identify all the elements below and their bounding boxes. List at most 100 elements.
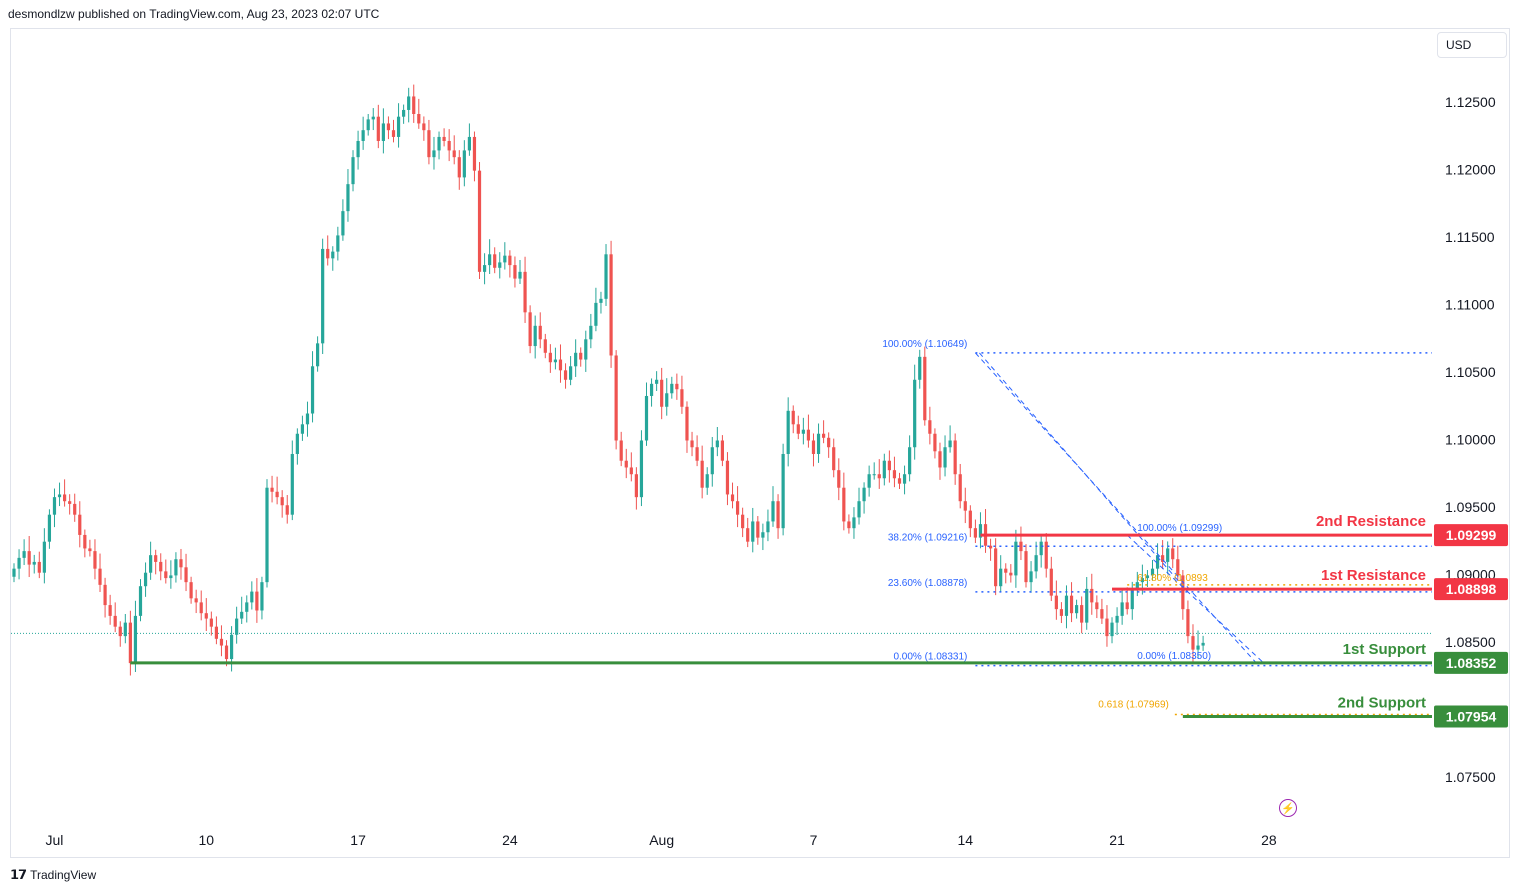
candle-body — [1009, 572, 1013, 576]
candle-body — [1044, 541, 1048, 569]
y-tick-label: 1.10500 — [1445, 364, 1496, 380]
candle-body — [442, 136, 446, 141]
candle-body — [857, 501, 861, 518]
candle-body — [882, 460, 886, 479]
candle-body — [154, 555, 158, 562]
candle-body — [523, 271, 527, 313]
candle-body — [908, 447, 912, 475]
publish-info: desmondlzw published on TradingView.com,… — [8, 7, 380, 21]
candle-body — [300, 424, 305, 434]
candle-body — [346, 184, 350, 212]
candle-body — [22, 551, 26, 558]
candle-body — [214, 626, 218, 639]
x-tick-label: 24 — [502, 832, 518, 848]
candle-body — [1059, 609, 1064, 616]
candle-body — [52, 497, 57, 515]
candle-body — [1140, 578, 1144, 583]
candle-body — [1039, 541, 1043, 556]
candle-body — [68, 501, 72, 504]
candle-body — [629, 467, 633, 475]
candle-body — [892, 470, 897, 479]
candle-body — [47, 514, 52, 542]
candle-body — [655, 379, 659, 384]
candle-body — [159, 561, 163, 572]
lightning-icon[interactable]: ⚡ — [1279, 799, 1297, 817]
x-tick-label: Aug — [649, 832, 674, 848]
candle-body — [17, 557, 21, 569]
candle-body — [407, 96, 411, 110]
candle-body — [503, 255, 507, 263]
candle-body — [720, 440, 724, 461]
candle-body — [938, 451, 942, 468]
candle-body — [574, 352, 578, 367]
y-tick-label: 1.11500 — [1445, 229, 1495, 245]
candle-body — [953, 440, 957, 475]
candle-body — [948, 440, 952, 448]
chart-frame[interactable] — [10, 28, 1510, 858]
y-tick-label: 1.07500 — [1445, 769, 1496, 785]
candle-body — [872, 474, 876, 476]
candle-body — [837, 470, 841, 488]
candle-body — [493, 254, 497, 268]
candle-body — [381, 123, 385, 141]
candle-body — [1064, 595, 1069, 616]
fib-level-label: 100.00% (1.10649) — [882, 339, 967, 350]
fib-level-label: 0.00% (1.08331) — [893, 652, 967, 663]
candle-body — [447, 140, 451, 151]
candle-body — [78, 514, 82, 535]
candle-body — [123, 622, 127, 637]
candle-body — [88, 548, 92, 552]
fib-trend-line — [979, 352, 1189, 593]
candle-body — [255, 591, 259, 611]
candle-body — [715, 440, 719, 448]
candle-body — [245, 602, 249, 612]
footer-brand[interactable]: 𝟭𝟳 TradingView — [10, 867, 96, 883]
candle-body — [963, 501, 967, 511]
candle-body — [751, 521, 755, 542]
candle-body — [376, 116, 380, 141]
candle-body — [665, 393, 669, 407]
candle-body — [579, 352, 583, 360]
candle-body — [867, 474, 871, 488]
candle-body — [1110, 622, 1114, 637]
candle-body — [32, 561, 36, 565]
candle-body — [569, 366, 573, 380]
candle-body — [1135, 582, 1139, 589]
candle-body — [725, 460, 730, 495]
candle-body — [513, 265, 517, 279]
candle-body — [310, 366, 315, 414]
candle-body — [27, 551, 31, 565]
footer-brand-label: TradingView — [30, 868, 97, 882]
candle-body — [341, 211, 345, 236]
candle-body — [968, 510, 972, 529]
candle-body — [816, 433, 821, 454]
y-tick-label: 1.10000 — [1445, 431, 1496, 447]
candle-body — [331, 251, 335, 259]
candle-body — [528, 312, 532, 347]
candle-body — [1150, 568, 1155, 576]
candle-body — [1181, 575, 1185, 610]
candle-body — [943, 447, 947, 468]
candle-body — [138, 586, 143, 616]
candle-body — [695, 447, 699, 461]
candle-body — [396, 116, 401, 137]
candle-body — [518, 271, 522, 279]
candle-body — [1171, 548, 1175, 560]
candle-body — [887, 460, 891, 471]
candle-body — [1105, 618, 1109, 637]
currency-selector[interactable]: USD — [1437, 32, 1507, 58]
candle-body — [978, 524, 983, 538]
candle-body — [1196, 645, 1200, 650]
candle-body — [275, 491, 279, 498]
candle-body — [321, 248, 325, 344]
candle-body — [1049, 568, 1053, 596]
candle-body — [133, 615, 138, 664]
candle-body — [391, 130, 396, 137]
candle-body — [675, 383, 679, 390]
candle-body — [548, 352, 552, 363]
candle-body — [224, 645, 229, 660]
candle-body — [386, 123, 391, 131]
candle-body — [609, 254, 613, 356]
candle-body — [477, 170, 482, 272]
